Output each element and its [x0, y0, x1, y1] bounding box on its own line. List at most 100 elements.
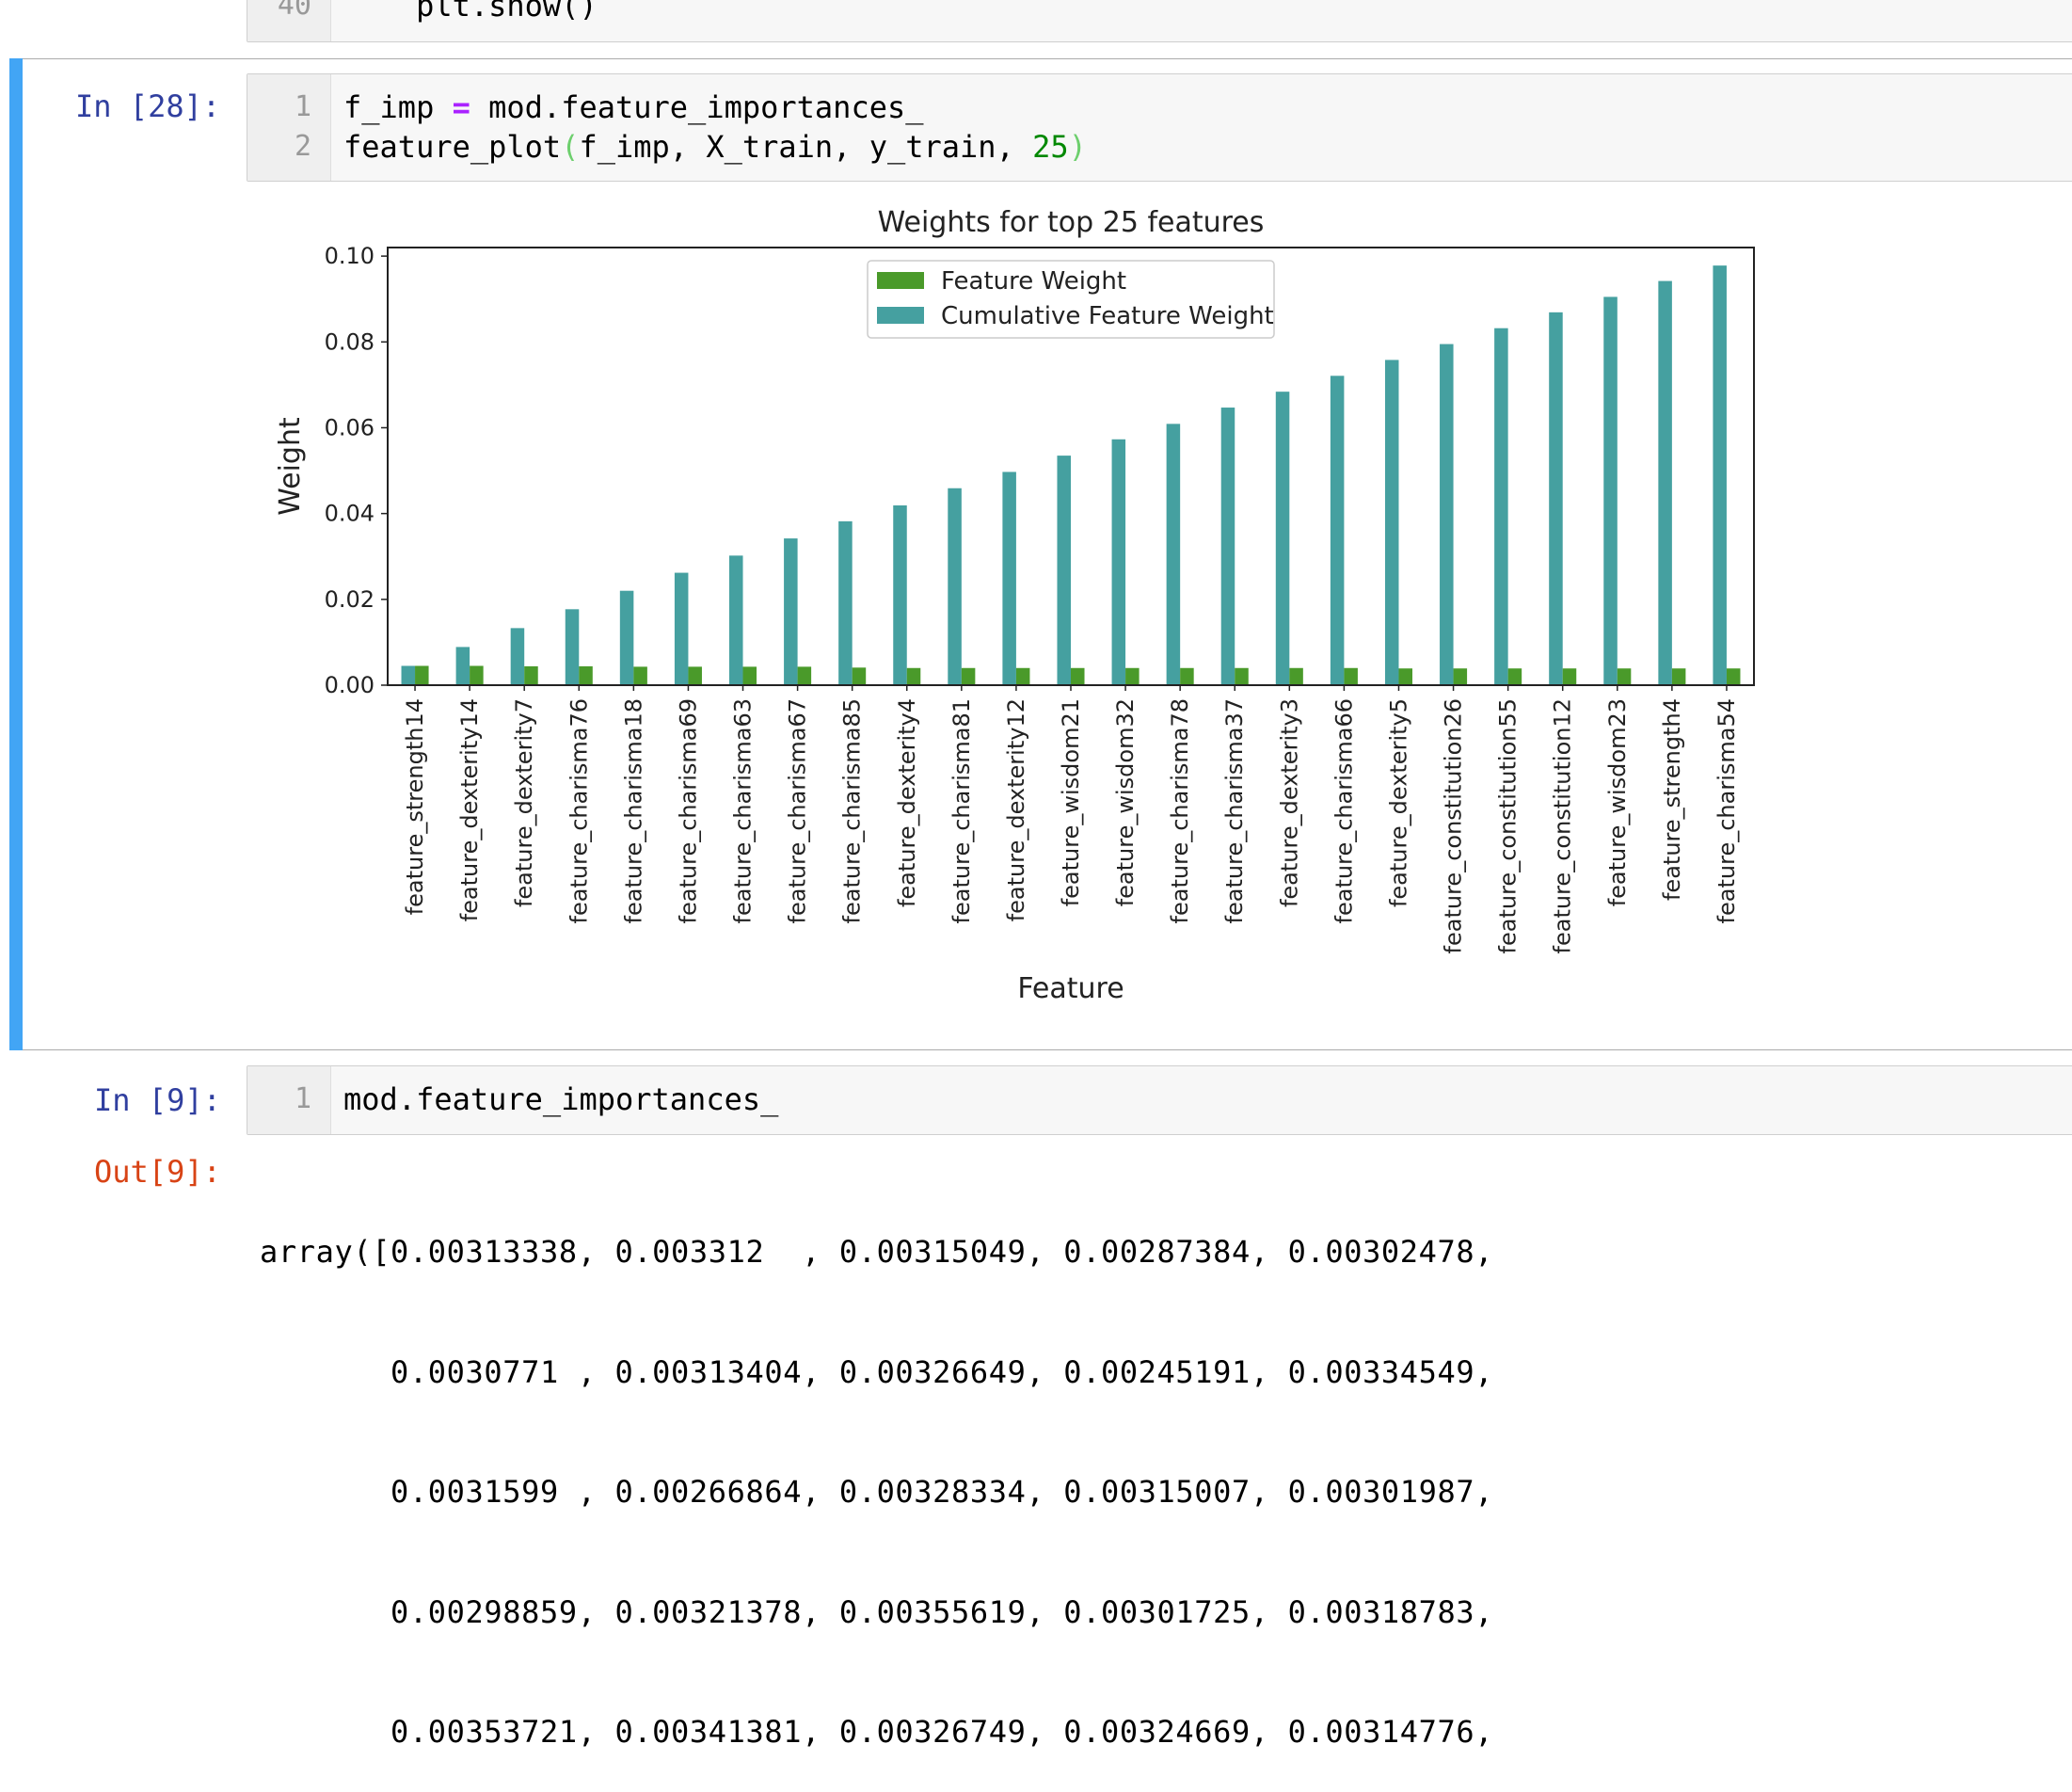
code-cell-input[interactable]: 1 2 f_imp = mod.feature_importances_ fea… — [247, 73, 2072, 182]
cumulative-weight-bar — [784, 538, 798, 685]
feature-weight-bar — [742, 666, 757, 685]
feature-weight-bar — [1453, 668, 1468, 685]
code-cell-input[interactable]: 40 plt.show() — [247, 0, 2072, 42]
cumulative-weight-bar — [401, 665, 416, 685]
cumulative-weight-bar — [1658, 280, 1672, 685]
feature-weight-bar — [524, 665, 538, 685]
line-number: 1 — [294, 1082, 311, 1115]
output-line: 0.0031599 , 0.00266864, 0.00328334, 0.00… — [260, 1474, 1494, 1510]
feature-weight-bar — [1398, 668, 1412, 685]
input-prompt: In [9]: — [94, 1082, 221, 1118]
cumulative-weight-bar — [455, 647, 470, 685]
feature-weight-bar — [1015, 667, 1030, 685]
feature-weight-bar — [1289, 667, 1303, 685]
x-tick-label: feature_charisma66 — [1331, 698, 1357, 923]
code-line: mod.feature_importances_ — [343, 1081, 779, 1117]
plot-frame — [387, 247, 1755, 686]
code-line: f_imp = mod.feature_importances_ — [343, 89, 924, 125]
legend-swatch-feature-weight — [877, 272, 924, 289]
x-tick-label: feature_constitution55 — [1495, 698, 1522, 953]
cumulative-weight-bar — [1603, 296, 1618, 685]
output-line: 0.00298859, 0.00321378, 0.00355619, 0.00… — [260, 1593, 1494, 1630]
x-tick-label: feature_charisma81 — [948, 698, 975, 923]
cumulative-weight-bar — [1549, 312, 1563, 685]
y-axis-label: Weight — [274, 417, 307, 516]
output-prompt: Out[9]: — [94, 1154, 221, 1190]
legend-box — [867, 260, 1275, 339]
cumulative-weight-bar — [674, 572, 689, 685]
cell-selection-bar — [9, 58, 23, 1050]
cumulative-weight-bar — [1275, 392, 1290, 685]
cumulative-weight-bar — [893, 504, 907, 685]
feature-weight-bar — [797, 666, 812, 685]
feature-weight-bar — [1671, 668, 1686, 685]
input-prompt: In [28]: — [75, 88, 221, 124]
x-tick-label: feature_charisma78 — [1167, 698, 1193, 923]
feature-weight-bar — [906, 667, 921, 685]
y-tick-label: 0.06 — [325, 414, 375, 440]
cumulative-weight-bar — [729, 555, 743, 685]
x-tick-label: feature_constitution26 — [1441, 698, 1467, 953]
cumulative-weight-bar — [1330, 376, 1345, 685]
line-number-gutter — [247, 0, 331, 41]
x-tick-label: feature_dexterity7 — [511, 698, 537, 907]
code-cell-input[interactable]: 1 mod.feature_importances_ — [247, 1065, 2072, 1135]
x-tick-label: feature_dexterity12 — [1003, 698, 1029, 921]
output-line: 0.00353721, 0.00341381, 0.00326749, 0.00… — [260, 1714, 1494, 1750]
feature-weights-chart: Weights for top 25 features feature_stren… — [274, 206, 1755, 1005]
feature-weight-bar — [852, 667, 867, 685]
legend-swatch-cumulative-weight — [877, 307, 924, 324]
feature-weight-bar — [1507, 668, 1522, 685]
y-tick-label: 0.08 — [325, 328, 375, 355]
x-tick-label: feature_charisma69 — [675, 698, 701, 923]
x-tick-label: feature_wisdom23 — [1604, 698, 1631, 906]
y-tick-label: 0.10 — [325, 243, 375, 269]
feature-weight-bar — [1125, 667, 1140, 685]
cumulative-weight-bar — [565, 609, 580, 685]
cumulative-weight-bar — [838, 520, 853, 685]
x-axis-label: Feature — [1017, 972, 1124, 1005]
line-number: 1 — [294, 90, 311, 123]
cumulative-weight-bar — [1440, 344, 1454, 685]
feature-weight-bar — [1235, 667, 1249, 685]
feature-weight-bar — [1344, 667, 1358, 685]
x-tick-label: feature_dexterity14 — [456, 698, 483, 921]
feature-weight-bar — [1180, 667, 1194, 685]
x-tick-label: feature_charisma37 — [1221, 698, 1248, 923]
cell-output-text: array([0.00313338, 0.003312 , 0.00315049… — [260, 1152, 1493, 1792]
feature-weight-bar — [579, 665, 593, 685]
feature-weight-bar — [961, 667, 976, 685]
code-line: plt.show() — [343, 0, 598, 24]
cumulative-weight-bar — [1057, 456, 1071, 685]
x-tick-label: feature_charisma67 — [785, 698, 811, 923]
line-number: 40 — [277, 0, 311, 22]
cumulative-weight-bar — [1713, 265, 1727, 685]
chart-title: Weights for top 25 features — [878, 206, 1265, 239]
x-tick-label: feature_charisma54 — [1713, 698, 1740, 923]
x-tick-label: feature_dexterity3 — [1276, 698, 1302, 907]
cumulative-weight-bar — [1002, 472, 1016, 685]
feature-weight-bar — [1726, 668, 1741, 685]
code-line: feature_plot(f_imp, X_train, y_train, 25… — [343, 129, 1087, 165]
feature-weight-bar — [688, 666, 702, 685]
cumulative-weight-bar — [948, 488, 962, 685]
x-tick-label: feature_wisdom21 — [1058, 698, 1084, 906]
y-tick-label: 0.02 — [325, 586, 375, 613]
line-number-gutter — [247, 74, 331, 181]
y-tick-label: 0.04 — [325, 501, 375, 527]
feature-weight-bar — [633, 666, 647, 685]
line-number: 2 — [294, 130, 311, 163]
feature-weight-bar — [1562, 668, 1577, 685]
feature-weight-bar — [470, 665, 484, 685]
x-tick-label: feature_dexterity4 — [894, 698, 920, 907]
selected-notebook-cell[interactable] — [9, 58, 2072, 1050]
cumulative-weight-bar — [1111, 439, 1126, 685]
cumulative-weight-bar — [510, 628, 525, 685]
legend-label-cumulative-weight: Cumulative Feature Weight — [941, 302, 1274, 330]
cumulative-weight-bar — [1494, 328, 1508, 685]
x-tick-label: feature_charisma85 — [839, 698, 866, 923]
feature-weight-bar — [1617, 668, 1632, 685]
feature-weight-bar — [1071, 667, 1085, 685]
x-tick-label: feature_charisma18 — [620, 698, 646, 923]
cumulative-weight-bar — [1384, 360, 1399, 685]
